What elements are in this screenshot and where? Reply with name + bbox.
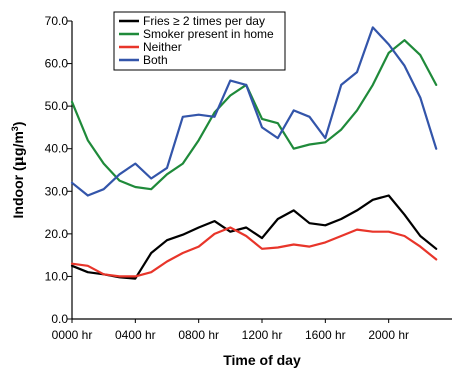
y-axis-title: Indoor (μg/m3)	[10, 122, 27, 219]
y-axis-ticks: 0.0 10.0 20.0 30.0 40.0 50.0 60.0 70.0	[45, 14, 72, 326]
y-tick-label: 50.0	[45, 99, 69, 113]
y-tick-label: 0.0	[51, 312, 68, 326]
y-tick-label: 40.0	[45, 142, 69, 156]
y-tick-label: 70.0	[45, 14, 69, 28]
series-line-3	[70, 26, 438, 197]
legend-label-3: Both	[143, 53, 168, 67]
y-tick-label: 20.0	[45, 227, 69, 241]
x-tick-label: 0400 hr	[115, 328, 156, 342]
y-tick-label: 30.0	[45, 184, 69, 198]
plot-area: 0.010.020.030.040.050.060.070.0 0000 hr 0…	[45, 14, 452, 342]
x-axis-title: Time of day	[223, 352, 301, 368]
legend-label-0: Fries ≥ 2 times per day	[143, 14, 265, 28]
series-line-0	[70, 194, 438, 280]
legend-label-2: Neither	[143, 40, 182, 54]
x-tick-label: 0800 hr	[178, 328, 219, 342]
x-tick-label: 1200 hr	[242, 328, 283, 342]
series-line-1	[70, 39, 438, 191]
x-axis-ticks: 0000 hr 0400 hr 0800 hr 1200 hr 1600 hr 2000 …	[52, 319, 409, 342]
x-tick-label: 1600 hr	[305, 328, 346, 342]
y-tick-label: 60.0	[45, 57, 69, 71]
x-tick-label: 2000 hr	[368, 328, 409, 342]
legend-label-1: Smoker present in home	[143, 27, 274, 41]
y-tick-label: 10.0	[45, 269, 69, 283]
legend-box	[113, 11, 286, 71]
x-tick-label: 0000 hr	[52, 328, 93, 342]
series-line-2	[70, 226, 438, 278]
series-lines	[70, 26, 438, 280]
